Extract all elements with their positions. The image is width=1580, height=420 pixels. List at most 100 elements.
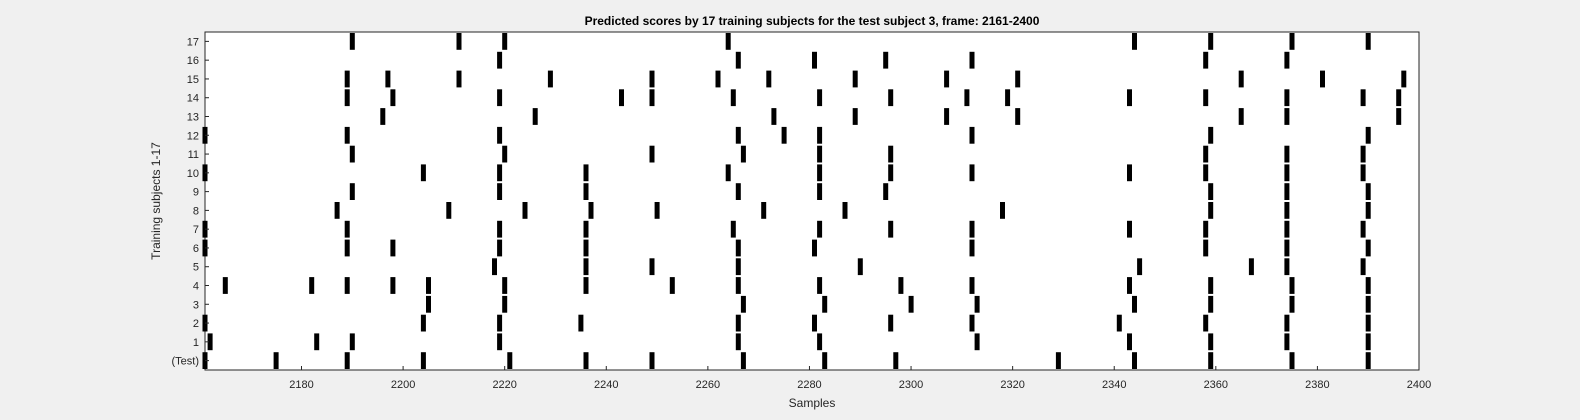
event-bar	[852, 108, 858, 125]
event-bar	[588, 202, 594, 219]
y-tick-label: 16	[187, 55, 199, 67]
event-bar	[908, 295, 914, 313]
event-bar	[730, 220, 736, 238]
event-bar	[1055, 352, 1061, 369]
event-bar	[497, 164, 503, 182]
event-bar	[944, 108, 950, 125]
event-bar	[649, 258, 655, 276]
event-bar	[1208, 295, 1214, 313]
event-bar	[1365, 333, 1371, 351]
event-bar	[812, 51, 817, 69]
event-bar	[740, 295, 746, 313]
event-bar	[1365, 33, 1371, 50]
event-bar	[817, 145, 823, 163]
x-tick-label: 2220	[492, 379, 516, 391]
event-bar	[888, 164, 894, 182]
event-bar	[1401, 70, 1407, 88]
event-bar	[1238, 108, 1244, 125]
event-bar	[426, 295, 431, 313]
event-bar	[649, 89, 655, 107]
event-bar	[969, 164, 975, 182]
x-tick-label: 2200	[391, 379, 415, 391]
y-tick-label: 11	[188, 149, 199, 161]
x-tick-label: 2280	[797, 379, 821, 391]
event-bar	[812, 314, 817, 332]
x-tick-label: 2260	[696, 379, 720, 391]
event-bar	[456, 70, 462, 88]
event-bar	[883, 183, 889, 200]
event-bar	[974, 333, 980, 351]
event-bar	[1127, 164, 1132, 182]
event-bar	[817, 220, 823, 238]
y-tick-label: 4	[193, 281, 199, 293]
event-bar	[1208, 126, 1214, 144]
event-bar	[309, 277, 315, 294]
event-bar	[969, 239, 975, 257]
event-bar	[1360, 164, 1366, 182]
event-bar	[349, 183, 355, 200]
event-bar	[1203, 220, 1209, 238]
event-bar	[1248, 258, 1254, 276]
event-bar	[1132, 352, 1137, 369]
event-bar	[314, 333, 320, 351]
event-bar	[497, 220, 503, 238]
event-bar	[344, 70, 350, 88]
event-bar	[344, 352, 350, 369]
event-bar	[1000, 202, 1005, 219]
event-bar	[380, 108, 386, 125]
event-bar	[944, 70, 950, 88]
event-bar	[888, 89, 894, 107]
event-bar	[1365, 202, 1371, 219]
event-bar	[649, 145, 655, 163]
event-bar	[344, 126, 350, 144]
event-bar	[349, 33, 355, 50]
event-bar	[817, 126, 823, 144]
event-bar	[1365, 352, 1371, 369]
event-bar	[654, 202, 660, 219]
event-bar	[446, 202, 452, 219]
event-bar	[969, 51, 975, 69]
event-bar	[1284, 51, 1290, 69]
event-bar	[1132, 295, 1137, 313]
event-bar	[1360, 258, 1366, 276]
event-bar	[420, 352, 426, 369]
event-bar	[761, 202, 767, 219]
event-bar	[1365, 183, 1371, 200]
x-tick-label: 2320	[1000, 379, 1024, 391]
event-bar	[1284, 183, 1290, 200]
event-bars	[202, 33, 1407, 369]
event-bar	[1238, 70, 1244, 88]
event-bar	[842, 202, 848, 219]
event-bar	[725, 164, 731, 182]
y-tick-label: 3	[193, 299, 199, 311]
event-bar	[344, 277, 350, 294]
event-bar	[497, 183, 503, 200]
event-bar	[735, 258, 741, 276]
y-tick-label: 1	[193, 337, 199, 349]
event-bar	[725, 33, 731, 50]
event-bar	[1396, 108, 1402, 125]
event-bar	[964, 89, 970, 107]
event-bar	[1360, 145, 1366, 163]
event-bar	[1284, 314, 1290, 332]
event-bar	[969, 314, 975, 332]
event-bar	[583, 277, 589, 294]
event-bar	[740, 145, 746, 163]
event-bar	[898, 277, 904, 294]
event-bar	[822, 352, 828, 369]
event-bar	[522, 202, 528, 219]
event-bar	[1360, 220, 1366, 238]
event-bar	[715, 70, 721, 88]
event-bar	[390, 239, 396, 257]
y-tick-label: 7	[193, 224, 199, 236]
event-bar	[781, 126, 787, 144]
event-bar	[497, 314, 503, 332]
event-bar	[420, 164, 426, 182]
event-bar	[507, 352, 513, 369]
event-bar	[771, 108, 777, 125]
event-bar	[1360, 89, 1366, 107]
x-tick-label: 2400	[1407, 379, 1431, 391]
event-bar	[207, 333, 213, 351]
event-bar	[1116, 314, 1122, 332]
